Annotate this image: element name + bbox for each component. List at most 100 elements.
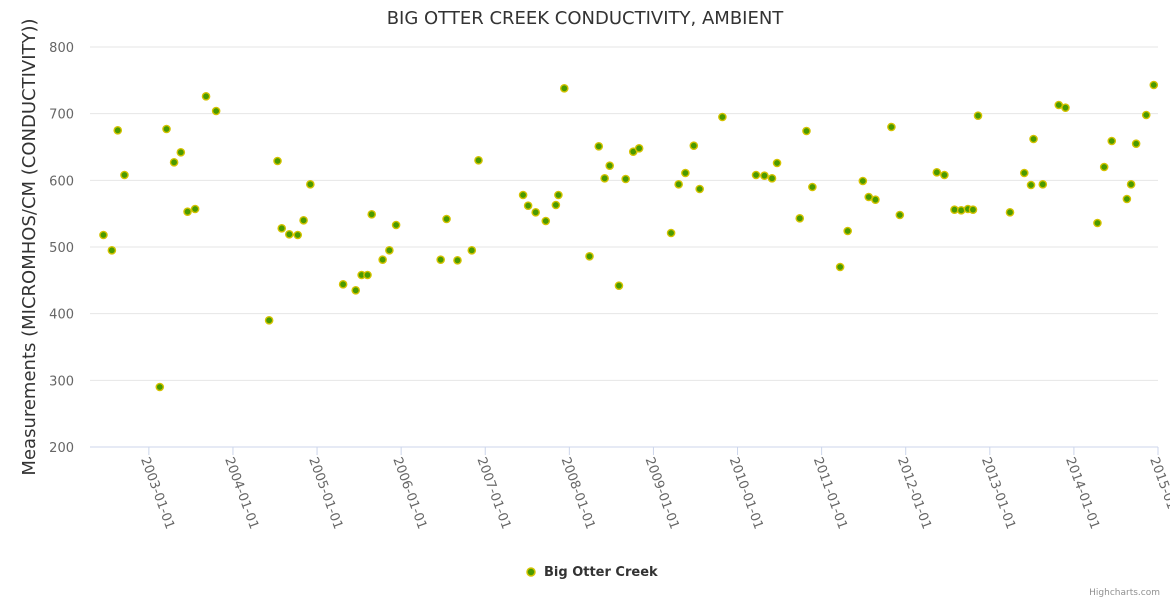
y-tick-label: 700 [49,108,74,123]
y-tick-label: 600 [49,174,74,189]
series-points[interactable] [99,80,1159,392]
data-point[interactable] [162,124,171,134]
data-point[interactable] [559,84,569,93]
data-point[interactable] [518,190,528,200]
data-point[interactable] [523,201,533,210]
data-point[interactable] [772,158,782,168]
data-point[interactable] [155,382,165,392]
legend-item-label[interactable]: Big Otter Creek [544,565,658,580]
data-point[interactable] [285,230,294,239]
data-point[interactable] [1038,180,1048,189]
data-point[interactable] [1107,136,1117,146]
data-point[interactable] [1149,80,1159,90]
data-point[interactable] [299,216,308,225]
data-point[interactable] [718,112,727,122]
data-point[interactable] [351,286,361,295]
y-tick-label: 500 [49,241,74,256]
data-point[interactable] [973,111,983,120]
data-point[interactable] [1019,168,1029,178]
data-point[interactable] [843,226,852,236]
y-tick-label: 800 [49,41,74,56]
data-point[interactable] [634,144,644,153]
y-tick-label: 200 [49,441,74,456]
data-point[interactable] [190,204,200,214]
data-point[interactable] [551,200,561,210]
data-point[interactable] [183,207,192,216]
data-point[interactable] [277,224,287,233]
data-point[interactable] [1029,134,1038,144]
data-point[interactable] [378,255,387,264]
data-point[interactable] [585,252,594,261]
data-point[interactable] [273,156,282,166]
data-point[interactable] [968,205,978,214]
data-point[interactable] [689,141,699,150]
legend[interactable]: Big Otter Creek [526,565,658,580]
data-point[interactable] [621,174,630,184]
data-point[interactable] [442,214,451,224]
data-point[interactable] [871,195,880,204]
data-point[interactable] [176,148,186,157]
data-point[interactable] [120,170,129,180]
data-point[interactable] [554,190,563,200]
data-point[interactable] [1005,208,1015,217]
y-axis-ticks: 200 300 400 500 600 700 800 [49,41,74,456]
data-point[interactable] [264,316,274,325]
data-point[interactable] [338,280,348,289]
y-tick-label: 300 [49,374,74,389]
data-point[interactable] [835,262,845,272]
legend-marker-icon[interactable] [526,567,536,577]
data-point[interactable] [760,171,769,180]
data-point[interactable] [107,246,117,255]
data-point[interactable] [932,168,942,177]
data-point[interactable] [113,126,123,135]
data-point[interactable] [385,246,394,255]
data-point[interactable] [940,170,949,180]
y-axis-title: Measurements (MICROMHOS/CM (CONDUCTIVITY… [19,18,40,475]
data-point[interactable] [594,142,604,151]
data-point[interactable] [169,158,179,167]
data-point[interactable] [605,161,615,170]
data-point[interactable] [1093,218,1102,228]
data-point[interactable] [306,180,315,189]
data-point[interactable] [201,92,211,101]
data-point[interactable] [391,220,401,230]
data-point[interactable] [474,156,483,165]
data-point[interactable] [453,256,462,265]
data-point[interactable] [674,180,683,189]
data-point[interactable] [531,208,541,217]
data-point[interactable] [767,174,777,183]
data-point[interactable] [1122,194,1132,204]
data-point[interactable] [681,168,690,178]
data-point[interactable] [858,176,868,186]
data-point[interactable] [1131,139,1141,148]
data-point[interactable] [99,230,108,240]
credits-link[interactable]: Highcharts.com [1089,588,1160,598]
data-point[interactable] [436,255,445,264]
data-point[interactable] [1026,180,1036,190]
data-point[interactable] [956,206,966,215]
data-point[interactable] [802,126,811,136]
data-point[interactable] [666,228,676,238]
chart-title: BIG OTTER CREEK CONDUCTIVITY, AMBIENT [387,8,785,29]
data-point[interactable] [293,230,303,240]
data-point[interactable] [795,214,805,223]
data-point[interactable] [467,246,477,255]
data-point[interactable] [363,270,372,280]
data-point[interactable] [600,174,609,183]
data-point[interactable] [751,170,761,180]
data-point[interactable] [1126,180,1136,189]
data-point[interactable] [1099,162,1109,172]
data-point[interactable] [1061,103,1070,112]
data-point[interactable] [614,281,624,290]
data-point[interactable] [887,122,896,132]
data-point[interactable] [695,184,704,194]
data-point[interactable] [211,106,221,116]
data-point[interactable] [1141,110,1151,120]
data-point[interactable] [808,182,817,192]
data-point[interactable] [367,210,377,219]
data-point[interactable] [541,216,551,226]
data-point[interactable] [895,210,905,220]
y-tick-label: 400 [49,308,74,323]
